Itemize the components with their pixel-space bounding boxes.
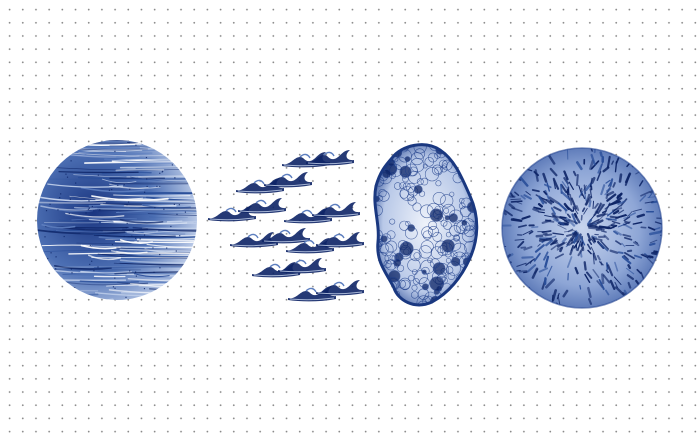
cellular-blob <box>373 143 479 307</box>
wave-flock <box>208 150 364 302</box>
fibrous-sphere <box>501 147 663 309</box>
streaked-sphere <box>37 140 197 300</box>
